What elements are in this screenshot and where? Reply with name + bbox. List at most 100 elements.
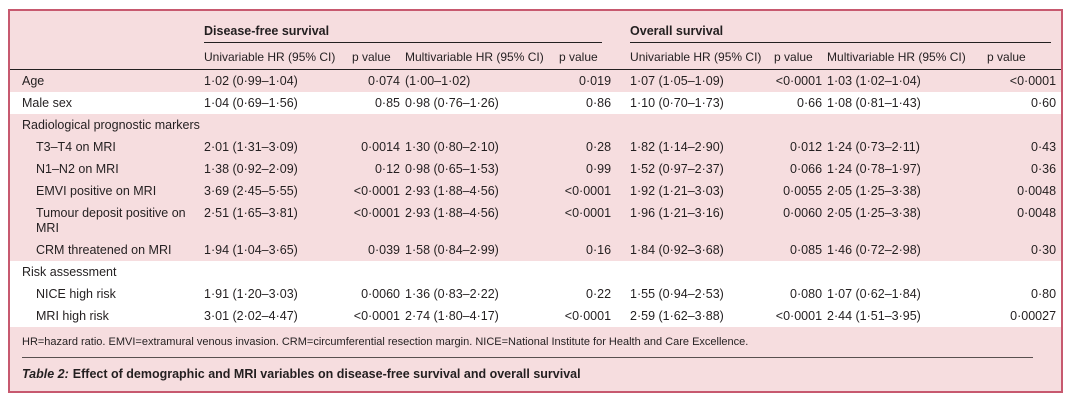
hr-ci-cell: 1·07 (1·05–1·09) — [630, 73, 724, 88]
p-value-cell: 0·0048 — [1017, 183, 1057, 198]
group-header-os: Overall survival — [616, 11, 1061, 43]
hr-ci-cell: 1·91 (1·20–3·03) — [204, 286, 298, 301]
hr-ci-cell: 2·05 (1·25–3·38) — [827, 183, 921, 198]
table-body: Age 1·02 (0·99–1·04) 0·074 (1·00–1·02) 0·019… — [10, 69, 1061, 327]
row-label: Age — [22, 73, 45, 88]
p-value-cell: 0·85 — [374, 95, 400, 110]
hr-ci-cell: 2·93 (1·88–4·56) — [405, 183, 499, 198]
p-value-cell: <0·0001 — [775, 308, 823, 323]
p-value-cell: 0·30 — [1031, 242, 1057, 257]
group-header-row: Disease-free survival Overall survival — [10, 11, 1061, 43]
p-value-cell: 0·36 — [1031, 161, 1057, 176]
p-value-cell: 0·074 — [368, 73, 400, 88]
p-value-cell: 0·80 — [1031, 286, 1057, 301]
col-header-os-multivariable: Multivariable HR (95% CI) — [827, 43, 986, 70]
p-value-cell: 0·22 — [586, 286, 612, 301]
hr-ci-cell: 1·92 (1·21–3·03) — [630, 183, 724, 198]
section-label: Radiological prognostic markers — [22, 117, 200, 132]
p-value-cell: 0·085 — [790, 242, 823, 257]
hr-ci-cell: 1·08 (0·81–1·43) — [827, 95, 921, 110]
table-row: MRI high risk 3·01 (2·02–4·47) <0·0001 2·74… — [10, 304, 1061, 327]
corner-cell — [10, 11, 204, 43]
table-row: CRM threatened on MRI 1·94 (1·04–3·65) 0·0… — [10, 238, 1061, 261]
p-value-cell: 0·86 — [586, 95, 612, 110]
group-header-dfs: Disease-free survival — [204, 11, 616, 43]
p-value-cell: <0·0001 — [564, 308, 612, 323]
hr-ci-cell: 2·93 (1·88–4·56) — [405, 205, 499, 220]
hr-ci-cell: 1·03 (1·02–1·04) — [827, 73, 921, 88]
p-value-cell: 0·0060 — [783, 205, 823, 220]
hr-ci-cell: 1·36 (0·83–2·22) — [405, 286, 499, 301]
table-caption: Table 2: Effect of demographic and MRI va… — [10, 358, 1061, 390]
group-header-dfs-label: Disease-free survival — [204, 24, 603, 43]
table-row: T3–T4 on MRI 2·01 (1·31–3·09) 0·0014 1·30 (… — [10, 135, 1061, 158]
caption-label: Table 2: — [22, 366, 69, 381]
row-label: CRM threatened on MRI — [36, 242, 172, 257]
hr-ci-cell: 2·74 (1·80–4·17) — [405, 308, 499, 323]
p-value-cell: <0·0001 — [564, 183, 612, 198]
p-value-cell: 0·66 — [797, 95, 823, 110]
hr-ci-cell: 1·04 (0·69–1·56) — [204, 95, 298, 110]
table-row: Tumour deposit positive on MRI 2·51 (1·65… — [10, 201, 1061, 239]
row-label: MRI high risk — [36, 308, 109, 323]
table-footnote: HR=hazard ratio. EMVI=extramural venous … — [22, 335, 749, 348]
caption-text: Effect of demographic and MRI variables … — [72, 366, 581, 381]
hr-ci-cell: 1·52 (0·97–2·37) — [630, 161, 724, 176]
row-label-header — [10, 43, 204, 70]
hr-ci-cell: 1·10 (0·70–1·73) — [630, 95, 724, 110]
row-label: NICE high risk — [36, 286, 116, 301]
col-header-os-pvalue-1: p value — [772, 43, 828, 70]
p-value-cell: 0·16 — [586, 242, 612, 257]
p-value-cell: 0·99 — [586, 161, 612, 176]
p-value-cell: <0·0001 — [353, 205, 400, 220]
col-header-os-pvalue-2: p value — [985, 43, 1061, 70]
p-value-cell: 0·080 — [790, 286, 823, 301]
p-value-cell: 0·039 — [368, 242, 400, 257]
hr-ci-cell: 0·98 (0·65–1·53) — [405, 161, 499, 176]
table-row: EMVI positive on MRI 3·69 (2·45–5·55) <0·0… — [10, 179, 1061, 202]
table-row: Male sex 1·04 (0·69–1·56) 0·85 0·98 (0·76–1… — [10, 91, 1061, 114]
hr-ci-cell: 2·01 (1·31–3·09) — [204, 139, 298, 154]
p-value-cell: 0·28 — [586, 139, 612, 154]
p-value-cell: <0·0001 — [1009, 73, 1057, 88]
section-row: Radiological prognostic markers — [10, 113, 1061, 136]
hr-ci-cell: 1·58 (0·84–2·99) — [405, 242, 499, 257]
results-table: Disease-free survival Overall survival U… — [10, 11, 1061, 327]
hr-ci-cell: 3·69 (2·45–5·55) — [204, 183, 298, 198]
section-row: Risk assessment — [10, 260, 1061, 283]
caption-divider — [22, 356, 1033, 358]
hr-ci-cell: 3·01 (2·02–4·47) — [204, 308, 298, 323]
p-value-cell: 0·0014 — [361, 139, 400, 154]
col-header-os-univariable: Univariable HR (95% CI) — [616, 43, 773, 70]
hr-ci-cell: 2·05 (1·25–3·38) — [827, 205, 921, 220]
col-header-dfs-pvalue-2: p value — [557, 43, 617, 70]
p-value-cell: 0·0060 — [361, 286, 400, 301]
row-label: Tumour deposit positive on MRI — [36, 205, 186, 235]
p-value-cell: <0·0001 — [353, 308, 400, 323]
row-label: EMVI positive on MRI — [36, 183, 157, 198]
hr-ci-cell: 1·24 (0·78–1·97) — [827, 161, 921, 176]
col-header-dfs-multivariable: Multivariable HR (95% CI) — [405, 43, 557, 70]
table-row: Age 1·02 (0·99–1·04) 0·074 (1·00–1·02) 0·019… — [10, 69, 1061, 92]
table-panel: Disease-free survival Overall survival U… — [8, 9, 1063, 393]
hr-ci-cell: 1·38 (0·92–2·09) — [204, 161, 298, 176]
p-value-cell: 0·066 — [790, 161, 823, 176]
p-value-cell: 0·43 — [1031, 139, 1057, 154]
hr-ci-cell: 1·84 (0·92–3·68) — [630, 242, 724, 257]
p-value-cell: 0·019 — [579, 73, 612, 88]
p-value-cell: 0·0055 — [783, 183, 823, 198]
hr-ci-cell: 2·51 (1·65–3·81) — [204, 205, 298, 220]
p-value-cell: 0·0048 — [1017, 205, 1057, 220]
hr-ci-cell: 1·24 (0·73–2·11) — [827, 139, 920, 154]
p-value-cell: 0·60 — [1031, 95, 1057, 110]
column-header-row: Univariable HR (95% CI) p value Multivar… — [10, 43, 1061, 70]
hr-ci-cell: 1·94 (1·04–3·65) — [204, 242, 298, 257]
table-row: NICE high risk 1·91 (1·20–3·03) 0·0060 1·36… — [10, 282, 1061, 305]
col-header-dfs-pvalue-1: p value — [350, 43, 405, 70]
col-header-dfs-univariable: Univariable HR (95% CI) — [204, 43, 350, 70]
hr-ci-cell: 2·44 (1·51–3·95) — [827, 308, 921, 323]
p-value-cell: <0·0001 — [775, 73, 823, 88]
section-label: Risk assessment — [22, 264, 117, 279]
hr-ci-cell: 1·07 (0·62–1·84) — [827, 286, 921, 301]
hr-ci-cell: 0·98 (0·76–1·26) — [405, 95, 499, 110]
